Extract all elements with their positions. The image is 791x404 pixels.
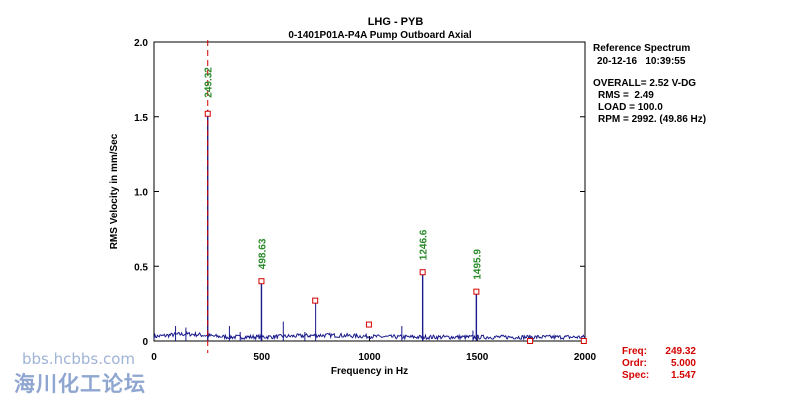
cursor-order-label: Ordr: (622, 358, 647, 369)
peak-label: 1495.9 (472, 249, 483, 280)
harmonic-marker (312, 297, 319, 304)
rpm-value: RPM = 2992. (49.86 Hz) (598, 114, 707, 125)
peak-label: 498.63 (257, 238, 268, 269)
watermark-name: 海川化工论坛 (14, 372, 146, 396)
peak-label: 1246.6 (419, 229, 430, 260)
cursor-freq-value: 249.32 (665, 346, 696, 357)
peak-label: 249.32 (204, 67, 215, 98)
harmonic-marker (473, 288, 480, 295)
cursor-order: Ordr: 5.000 (622, 358, 696, 369)
reference-title: Reference Spectrum (593, 43, 691, 54)
y-tick-label: 0.5 (134, 262, 148, 273)
x-axis-title: Frequency in Hz (331, 366, 408, 377)
spectrum-noise-floor (153, 330, 586, 341)
x-tick-label: 1000 (358, 352, 381, 363)
harmonic-marker (204, 110, 211, 117)
x-tick-label: 0 (151, 352, 157, 363)
watermark-url: bbs.hcbbs.com (22, 350, 136, 368)
cursor-freq-label: Freq: (622, 346, 647, 357)
cursor-order-value: 5.000 (670, 358, 696, 369)
overall-value: OVERALL= 2.52 V-DG (593, 78, 697, 89)
harmonic-marker (365, 321, 372, 328)
x-tick-label: 1500 (466, 352, 489, 363)
y-tick-label: 1.0 (134, 188, 148, 199)
y-tick-label: 1.5 (134, 113, 148, 124)
x-tick-label: 500 (253, 352, 270, 363)
x-tick-label: 2000 (574, 352, 597, 363)
harmonic-marker (580, 338, 587, 344)
y-tick-label: 0 (142, 337, 148, 348)
harmonic-marker (258, 278, 265, 285)
cursor-spec-value: 1.547 (670, 370, 696, 381)
cursor-spec: Spec: 1.547 (622, 370, 696, 381)
reference-datetime: 20-12-16 10:39:55 (597, 56, 686, 67)
y-axis-title: RMS Velocity in mm/Sec (109, 133, 120, 249)
plot-frame (153, 41, 586, 342)
cursor-spec-label: Spec: (622, 370, 650, 381)
harmonic-marker (419, 269, 426, 276)
rms-value: RMS = 2.49 (598, 90, 654, 101)
cursor-freq: Freq: 249.32 (622, 346, 696, 357)
harmonic-marker (527, 338, 534, 344)
y-tick-label: 2.0 (134, 38, 148, 49)
load-value: LOAD = 100.0 (598, 102, 663, 113)
